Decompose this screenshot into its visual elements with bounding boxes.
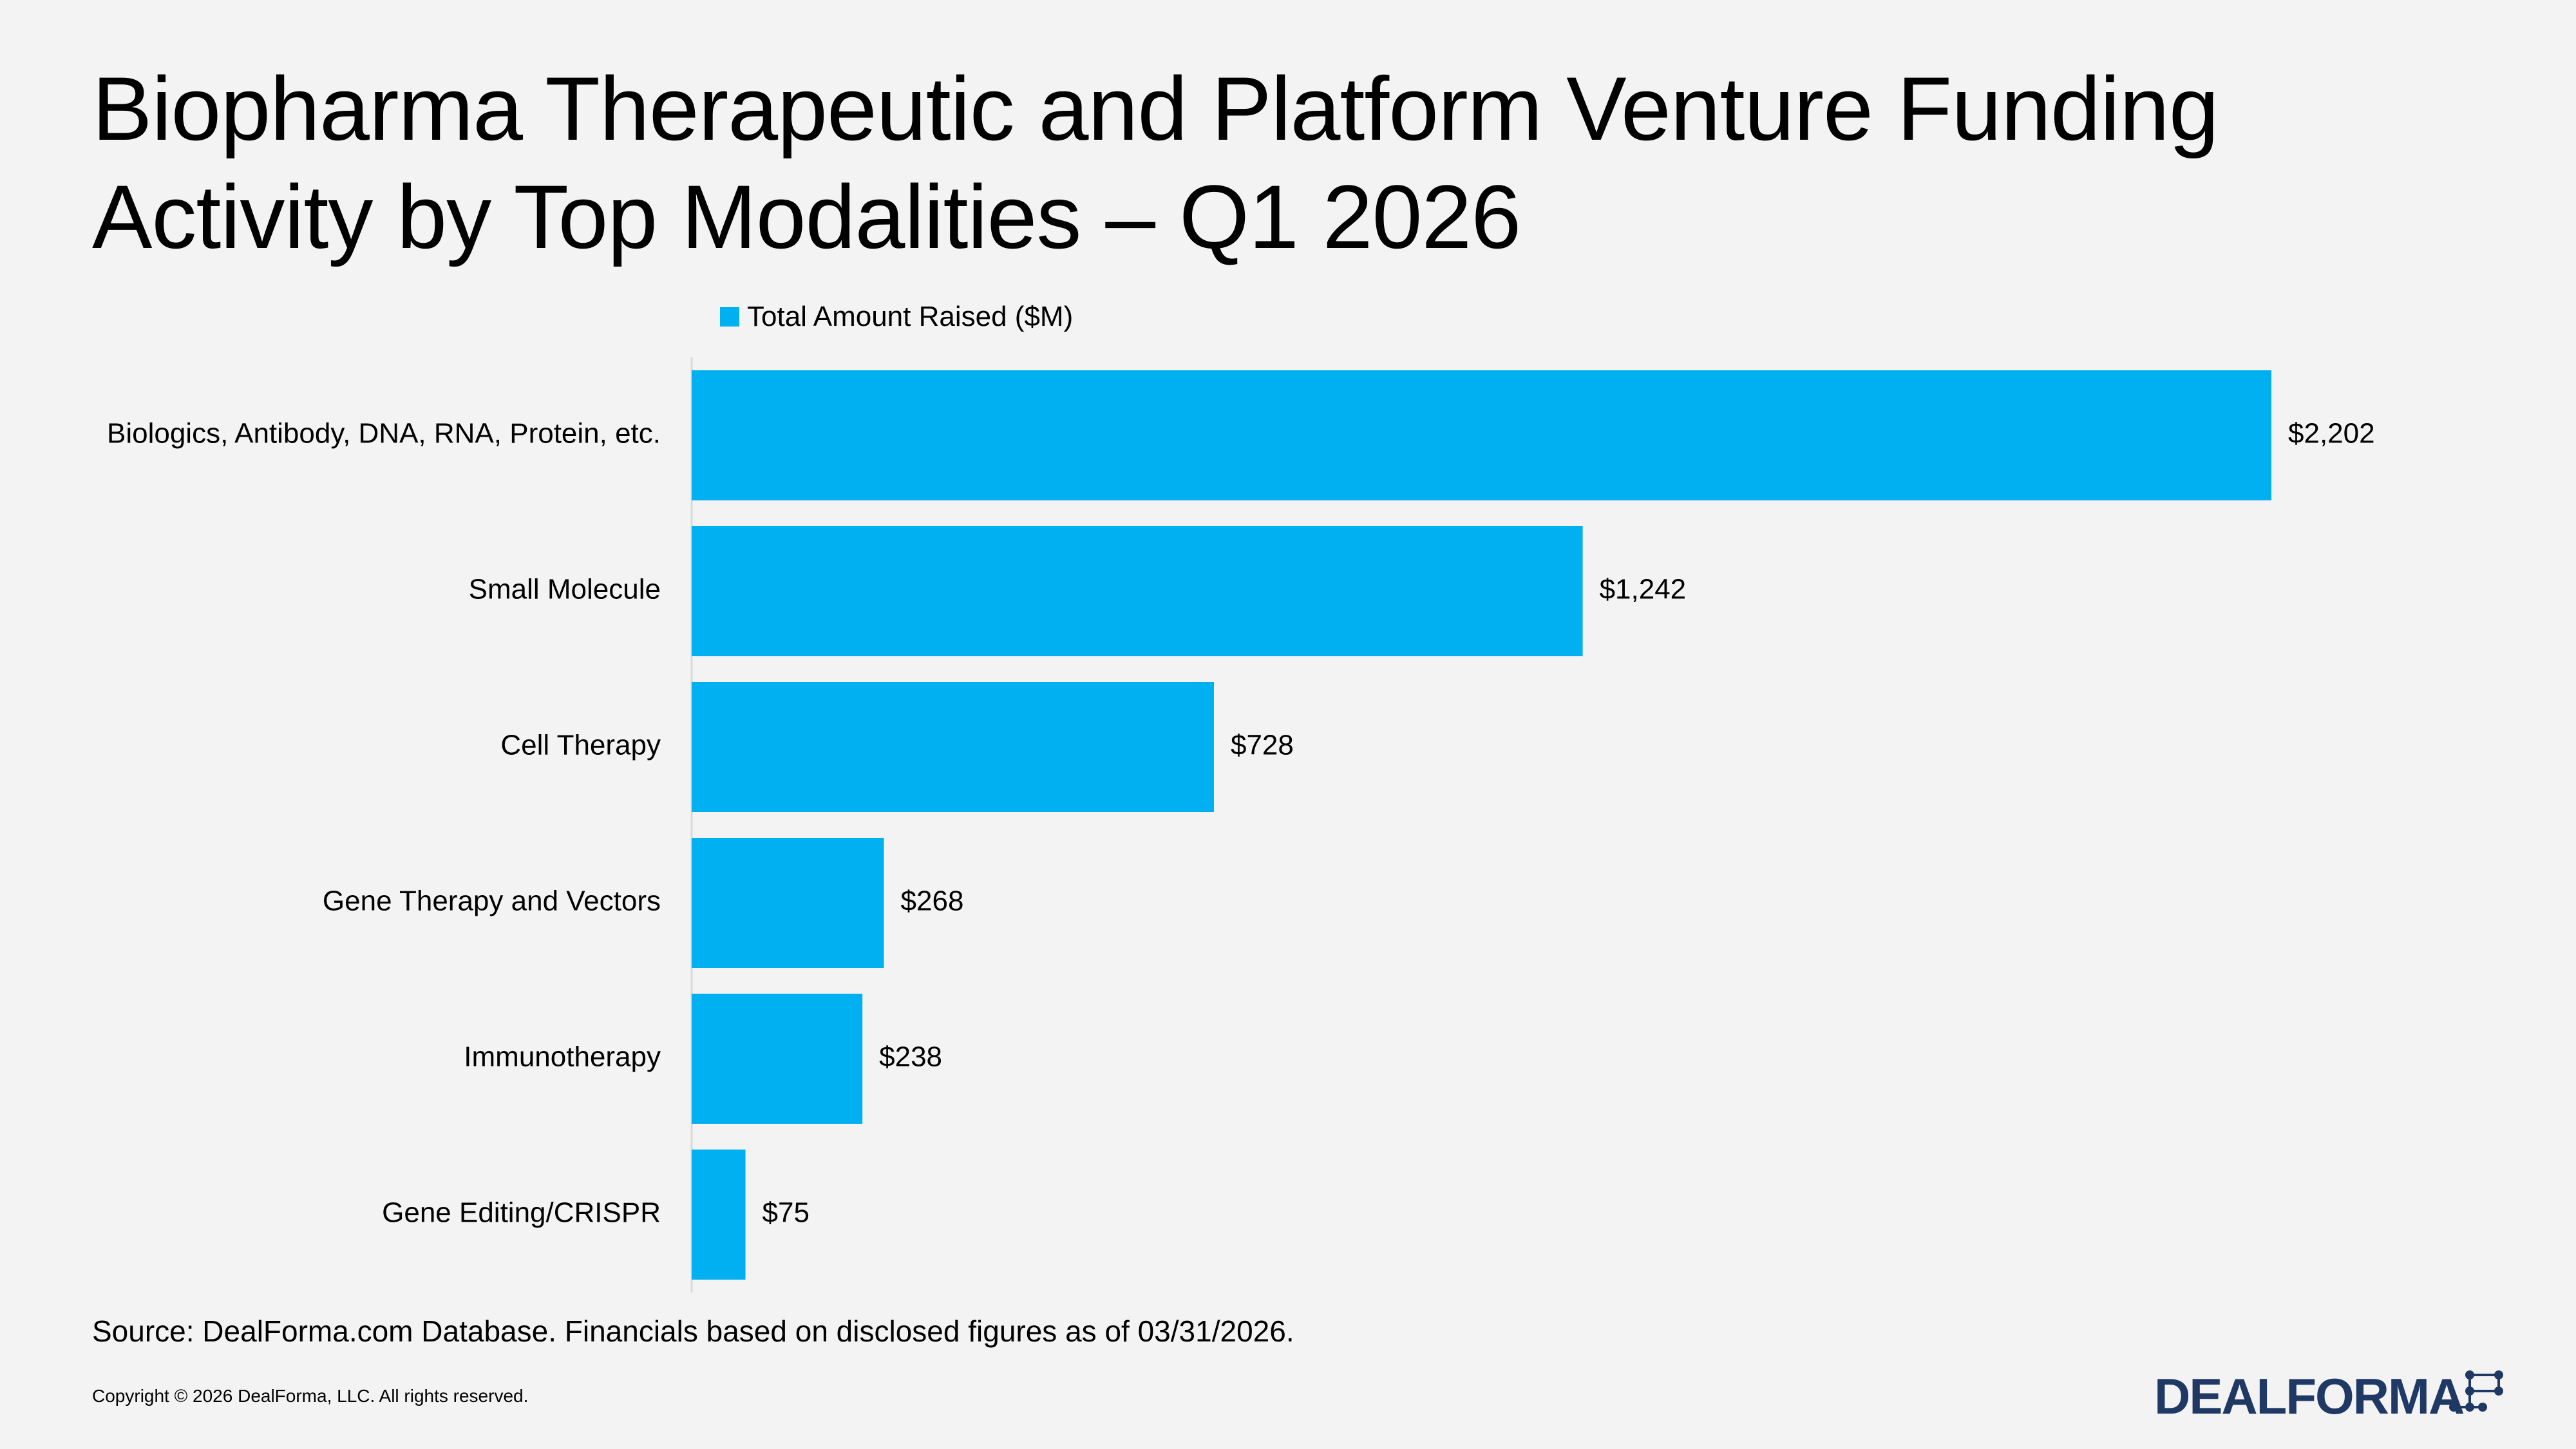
bar xyxy=(692,526,1583,656)
bar xyxy=(692,682,1214,812)
legend-label: Total Amount Raised ($M) xyxy=(747,301,1074,332)
data-label: $75 xyxy=(762,1197,810,1229)
logo-network-icon xyxy=(2449,1370,2503,1412)
bar xyxy=(692,994,863,1124)
category-label: Gene Editing/CRISPR xyxy=(382,1197,661,1229)
category-label: Small Molecule xyxy=(469,574,661,605)
copyright-note: Copyright © 2026 DealForma, LLC. All rig… xyxy=(92,1386,529,1406)
source-note: Source: DealForma.com Database. Financia… xyxy=(92,1314,1294,1348)
category-label: Immunotherapy xyxy=(464,1041,661,1073)
bar xyxy=(692,370,2271,500)
dealforma-logo: DEALFORMA xyxy=(2154,1368,2503,1425)
data-label: $1,242 xyxy=(1600,574,1687,605)
category-label: Cell Therapy xyxy=(500,730,661,761)
data-label: $2,202 xyxy=(2288,418,2375,450)
data-label: $238 xyxy=(879,1041,942,1073)
data-label: $268 xyxy=(901,886,964,917)
legend-swatch xyxy=(720,307,739,327)
bar xyxy=(692,838,884,968)
chart-legend: Total Amount Raised ($M) xyxy=(720,298,1073,336)
bar xyxy=(692,1150,746,1280)
chart-title: Biopharma Therapeutic and Platform Ventu… xyxy=(92,58,2219,267)
logo-text: DEALFORMA xyxy=(2154,1368,2464,1425)
data-label: $728 xyxy=(1231,730,1294,761)
category-label: Biologics, Antibody, DNA, RNA, Protein, … xyxy=(107,418,661,450)
category-label: Gene Therapy and Vectors xyxy=(323,886,661,917)
